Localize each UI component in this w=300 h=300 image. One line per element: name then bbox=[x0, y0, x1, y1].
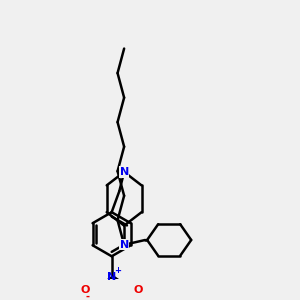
Text: +: + bbox=[114, 266, 121, 275]
Text: N: N bbox=[107, 272, 116, 282]
Text: O: O bbox=[80, 285, 90, 295]
Text: -: - bbox=[85, 292, 90, 300]
Text: N: N bbox=[119, 240, 129, 250]
Text: O: O bbox=[134, 285, 143, 295]
Text: N: N bbox=[119, 167, 129, 177]
Text: N: N bbox=[119, 167, 129, 177]
